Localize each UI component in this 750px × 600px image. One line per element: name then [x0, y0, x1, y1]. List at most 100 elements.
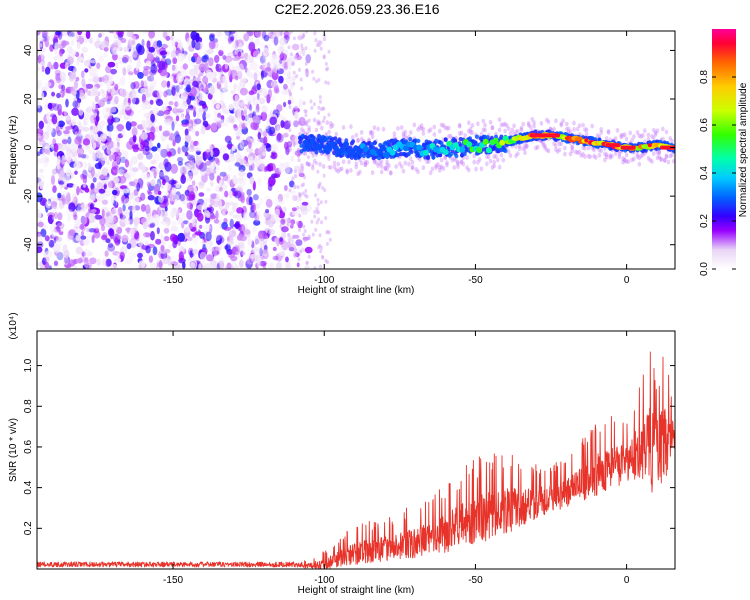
signal-halo: [590, 123, 594, 129]
noise-blob: [303, 229, 307, 233]
noise-blob: [176, 97, 181, 107]
noise-blob: [142, 100, 150, 105]
signal-halo: [646, 155, 651, 161]
noise-blob: [237, 108, 242, 119]
noise-blob: [136, 182, 141, 192]
noise-blob: [292, 235, 295, 239]
signal-halo: [539, 121, 544, 126]
noise-blob: [72, 100, 79, 109]
signal-halo: [447, 134, 451, 139]
noise-blob: [88, 213, 94, 222]
noise-blob: [268, 52, 273, 57]
signal-halo: [653, 131, 658, 137]
signal-halo: [378, 161, 382, 166]
noise-blob: [291, 43, 300, 51]
noise-blob: [253, 219, 261, 226]
noise-blob: [42, 139, 48, 150]
noise-blob: [280, 163, 289, 169]
noise-blob: [196, 204, 205, 211]
noise-blob: [187, 185, 194, 192]
noise-blob: [181, 221, 185, 229]
signal-halo: [476, 121, 480, 127]
noise-blob: [249, 176, 255, 185]
signal-halo: [467, 167, 471, 173]
signal-halo: [652, 151, 656, 157]
noise-blob: [196, 142, 201, 153]
noise-blob: [261, 105, 268, 113]
noise-blob: [119, 76, 126, 86]
noise-blob: [73, 264, 77, 269]
noise-blob: [137, 45, 145, 56]
noise-blob: [166, 182, 171, 191]
noise-blob: [147, 75, 155, 82]
noise-blob: [267, 89, 272, 99]
signal-halo: [570, 144, 574, 150]
noise-blob: [303, 238, 307, 243]
noise-blob: [203, 224, 211, 230]
noise-blob: [247, 160, 255, 164]
noise-blob: [106, 212, 111, 217]
noise-blob: [319, 245, 323, 250]
signal-halo: [421, 131, 426, 136]
noise-blob: [185, 135, 193, 143]
signal-halo: [467, 128, 471, 134]
noise-blob: [63, 109, 68, 117]
noise-blob: [155, 98, 164, 107]
noise-blob: [238, 63, 244, 72]
noise-blob: [133, 217, 141, 225]
noise-blob: [230, 36, 234, 41]
noise-blob: [258, 154, 262, 161]
noise-blob: [305, 161, 309, 166]
signal-halo: [479, 166, 484, 172]
noise-blob: [152, 106, 160, 114]
noise-blob: [240, 101, 247, 108]
signal-halo: [662, 157, 667, 163]
noise-blob: [201, 173, 208, 183]
noise-blob: [321, 254, 324, 259]
noise-blob: [206, 71, 214, 79]
noise-blob: [114, 83, 119, 91]
noise-blob: [74, 100, 81, 109]
signal-halo: [401, 133, 406, 139]
noise-blob: [310, 219, 314, 224]
noise-blob: [208, 40, 216, 50]
signal-halo: [461, 161, 466, 167]
noise-blob: [237, 177, 244, 185]
snr-x-ticks: -150 -100 -50 0: [163, 331, 630, 586]
noise-blob: [261, 87, 268, 97]
signal-halo: [463, 133, 468, 138]
noise-blob: [140, 203, 146, 212]
signal-halo: [535, 144, 540, 150]
noise-blob: [299, 249, 303, 254]
noise-blob: [160, 43, 168, 50]
signal-halo: [650, 134, 654, 139]
noise-blob: [53, 260, 59, 267]
noise-blob: [300, 46, 304, 51]
noise-blob: [210, 193, 219, 200]
signal-core: [349, 149, 356, 156]
noise-blob: [173, 106, 180, 112]
signal-core: [376, 148, 383, 155]
noise-blob: [112, 53, 118, 61]
noise-blob: [291, 62, 295, 67]
noise-blob: [296, 262, 300, 268]
noise-blob: [61, 84, 66, 91]
noise-blob: [246, 113, 251, 123]
signal-halo: [488, 119, 493, 125]
signal-halo: [668, 153, 672, 159]
signal-halo: [525, 144, 529, 149]
signal-halo: [459, 159, 464, 165]
signal-halo: [621, 159, 625, 165]
noise-blob: [202, 151, 208, 161]
noise-blob: [233, 124, 239, 131]
signal-halo: [434, 165, 438, 171]
signal-halo: [369, 129, 373, 135]
noise-blob: [61, 155, 65, 165]
signal-body: [489, 135, 494, 141]
signal-halo: [554, 143, 558, 149]
noise-blob: [75, 51, 80, 58]
noise-blob: [210, 214, 216, 220]
noise-blob: [276, 65, 281, 71]
noise-blob: [324, 199, 328, 204]
signal-halo: [516, 151, 520, 157]
